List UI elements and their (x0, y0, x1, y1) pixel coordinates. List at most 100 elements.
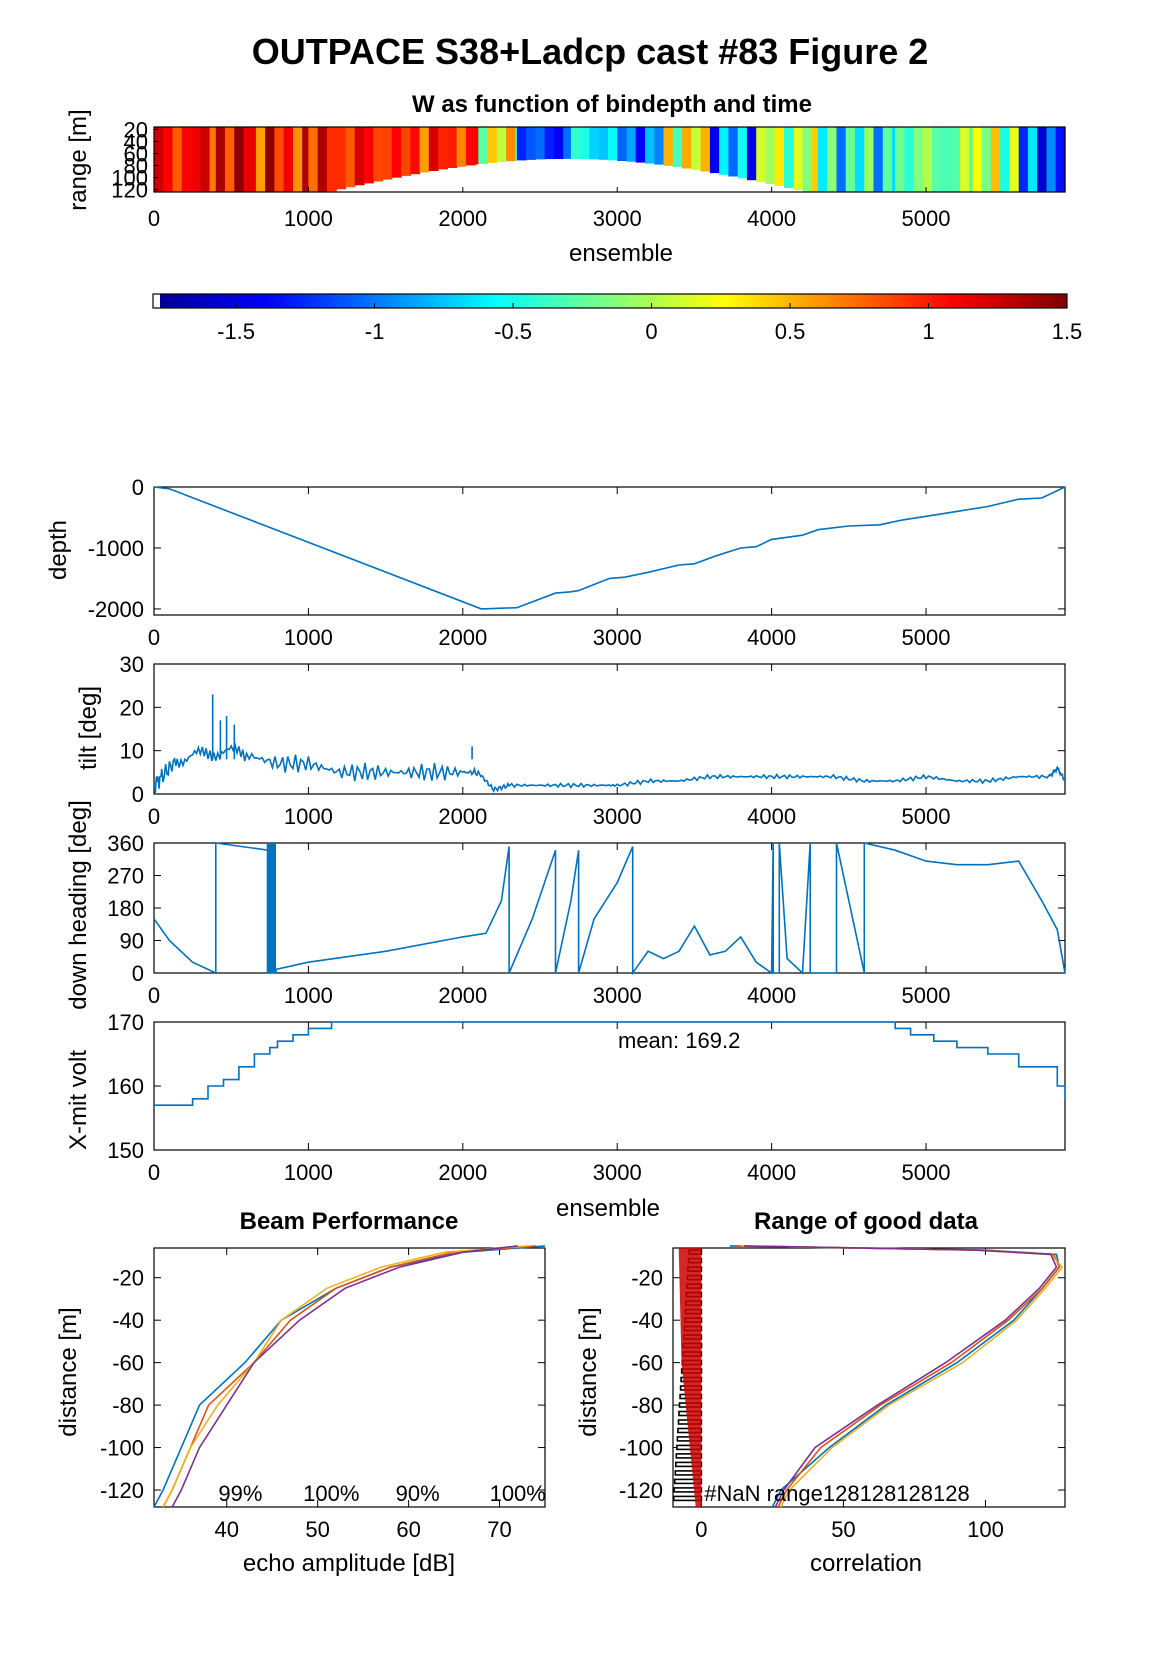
range-nan-red-fill (678, 1248, 702, 1507)
beam-ytick-label: -20 (112, 1266, 144, 1291)
colorbar-tick-label: -1.5 (217, 319, 255, 344)
heading-xtick-label: 3000 (593, 983, 642, 1008)
heatmap-xtick-label: 2000 (438, 206, 487, 231)
heatmap-cell (774, 127, 785, 186)
range-ytick-label: -60 (631, 1351, 663, 1376)
heatmap-cell (317, 127, 328, 192)
heatmap-cell (516, 127, 527, 161)
colorbar-frame (152, 293, 1068, 309)
xmit-line (154, 1021, 1066, 1106)
beam-curve (162, 1245, 527, 1508)
heatmap-cell (391, 127, 402, 178)
heatmap-cell (635, 127, 646, 163)
tilt-ytick-label: 10 (120, 739, 144, 764)
range-ytick-label: -100 (619, 1436, 663, 1461)
heatmap-cell (817, 127, 828, 192)
heatmap-cell (836, 127, 847, 192)
tilt-xtick-label: 5000 (902, 804, 951, 829)
heatmap-cell (784, 127, 794, 188)
depth-ylabel: depth (45, 520, 72, 580)
heatmap-cell (456, 127, 467, 167)
beam-percent-label: 100% (490, 1481, 546, 1506)
beam-panel: Beam Performance echo amplitude [dB] dis… (55, 1208, 546, 1577)
heatmap-cell (570, 127, 581, 159)
heatmap-cell (243, 127, 248, 192)
tilt-xtick-label: 2000 (438, 804, 487, 829)
heatmap-cell (302, 127, 309, 192)
heading-panel: down heading [deg] 0 1000 2000 3000 4000 5000… (65, 800, 1066, 1010)
beam-ylabel: distance [m] (55, 1307, 82, 1436)
heatmap-cell (645, 127, 655, 164)
xmit-ytick-label: 150 (107, 1138, 144, 1163)
heatmap-xtick-label: 1000 (284, 206, 333, 231)
heatmap-cell (756, 127, 767, 183)
heading-xtick-label: 1000 (284, 983, 333, 1008)
xmit-ylabel: X-mit volt (65, 1050, 92, 1150)
range-ytick-label: -120 (619, 1478, 663, 1503)
heatmap-cell (598, 127, 609, 160)
heatmap-cell (487, 127, 498, 163)
depth-xtick-label: 0 (148, 625, 160, 650)
beam-percent-label: 99% (218, 1481, 262, 1506)
heading-wrap-block (266, 843, 276, 973)
beam-percent-label: 90% (396, 1481, 440, 1506)
beam-xtick-label: 40 (215, 1517, 239, 1542)
heatmap-xlabel: ensemble (569, 240, 673, 267)
depth-ytick-label: -1000 (88, 536, 144, 561)
range-xtick-label: 0 (695, 1517, 707, 1542)
heatmap-cell (234, 127, 245, 192)
heatmap-cell (873, 127, 884, 192)
beam-frame (153, 1247, 546, 1508)
heatmap-cell (811, 127, 819, 192)
heatmap-ytick-label: 120 (111, 178, 148, 203)
heatmap-cell (401, 127, 411, 176)
heatmap-cell (969, 127, 973, 192)
heatmap-cell (535, 127, 546, 160)
heatmap-cell (293, 127, 303, 192)
heading-ytick-label: 180 (107, 896, 144, 921)
range-panel: Range of good data correlation distance … (575, 1208, 1066, 1577)
depth-xtick-label: 5000 (902, 625, 951, 650)
beam-ytick-label: -40 (112, 1308, 144, 1333)
heatmap-cell (882, 127, 893, 192)
colorbar-ticks: -1.5 -1 -0.5 0 0.5 1 1.5 (217, 303, 1082, 344)
heatmap-cell (845, 127, 856, 192)
range-nan-annotation: #NaN range128128128128 (704, 1481, 969, 1506)
range-ytick-label: -40 (631, 1308, 663, 1333)
heatmap-cell (719, 127, 729, 175)
beam-curve (171, 1245, 518, 1508)
range-xtick-label: 100 (967, 1517, 1004, 1542)
heatmap-cell (654, 127, 665, 165)
colorbar-tick-label: 0.5 (775, 319, 806, 344)
range-frame (672, 1247, 1066, 1508)
beam-curve (153, 1245, 546, 1508)
heatmap-xtick-label: 5000 (902, 206, 951, 231)
heatmap-cell (802, 127, 813, 192)
colorbar: -1.5 -1 -0.5 0 0.5 1 1.5 (152, 293, 1082, 344)
heatmap-cell (553, 127, 564, 159)
heatmap-cell (283, 127, 294, 192)
heatmap-cell (1000, 127, 1010, 192)
xmit-xtick-label: 3000 (593, 1160, 642, 1185)
heatmap-cell (465, 127, 476, 166)
tilt-frame (153, 663, 1066, 795)
heatmap-ylabel: range [m] (65, 109, 92, 210)
beam-xlabel: echo amplitude [dB] (243, 1550, 455, 1577)
colorbar-tick-label: -1 (365, 319, 385, 344)
heatmap-cell (672, 127, 683, 168)
heatmap-cell (855, 127, 865, 192)
heatmap-cell (1027, 127, 1038, 192)
heatmap-cell (932, 127, 943, 192)
heatmap-cell (1055, 127, 1066, 192)
heatmap-cell (895, 127, 906, 192)
heatmap-cell (428, 127, 439, 171)
tilt-line (153, 742, 1066, 793)
heatmap-cell (1018, 127, 1029, 192)
xmit-xtick-label: 0 (148, 1160, 160, 1185)
heatmap-cell (691, 127, 702, 170)
heatmap-cell (793, 127, 804, 190)
tilt-ylabel: tilt [deg] (75, 686, 102, 770)
heading-ytick-label: 90 (120, 929, 144, 954)
figure-title: OUTPACE S38+Ladcp cast #83 Figure 2 (252, 31, 929, 72)
heatmap-cell (419, 127, 430, 173)
